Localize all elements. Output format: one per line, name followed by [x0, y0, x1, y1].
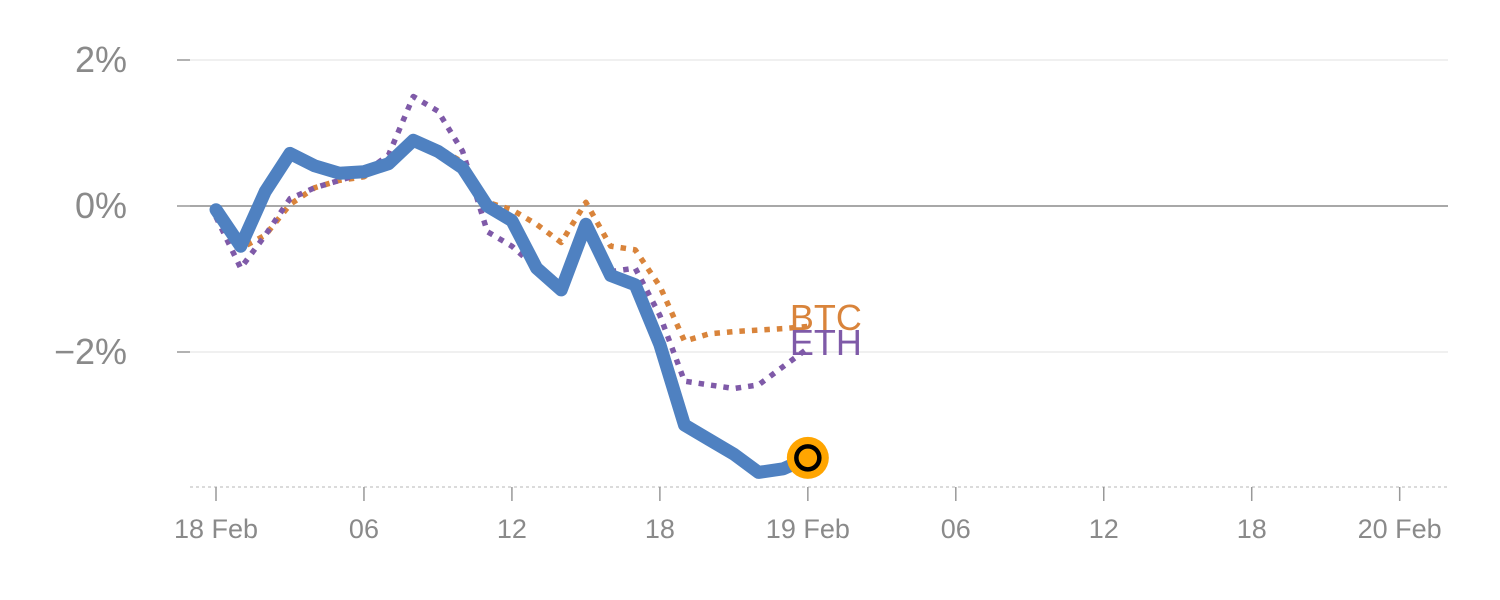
- x-tick-label: 06: [349, 514, 379, 544]
- series-line-btc: [213, 133, 809, 344]
- x-tick-label: 18: [645, 514, 675, 544]
- x-tick-label: 20 Feb: [1358, 514, 1442, 544]
- y-tick-label: 0%: [75, 185, 127, 226]
- end-marker-layer: [786, 436, 829, 479]
- x-tick-label: 12: [1089, 514, 1119, 544]
- x-tick-label: 06: [941, 514, 971, 544]
- series-label-btc: BTC: [790, 297, 862, 338]
- y-tick-label: 2%: [75, 39, 127, 80]
- end-marker-dot: [794, 444, 822, 472]
- series-label-eth: ETH: [790, 322, 862, 363]
- series-layer: [209, 93, 815, 479]
- x-tick-label: 18: [1237, 514, 1267, 544]
- series-line-main: [209, 133, 815, 479]
- series-line-eth: [213, 93, 810, 392]
- x-tick-label: 19 Feb: [766, 514, 850, 544]
- y-tick-label: −2%: [54, 331, 127, 372]
- x-tick-label: 18 Feb: [174, 514, 258, 544]
- grid-layer: [190, 59, 1448, 488]
- x-axis-ticks: 18 Feb 06 12 18 19 Feb 06 12 18 20 Feb: [174, 487, 1442, 544]
- x-tick-label: 12: [497, 514, 527, 544]
- y-axis-ticks: 2% 0% −2%: [54, 39, 190, 372]
